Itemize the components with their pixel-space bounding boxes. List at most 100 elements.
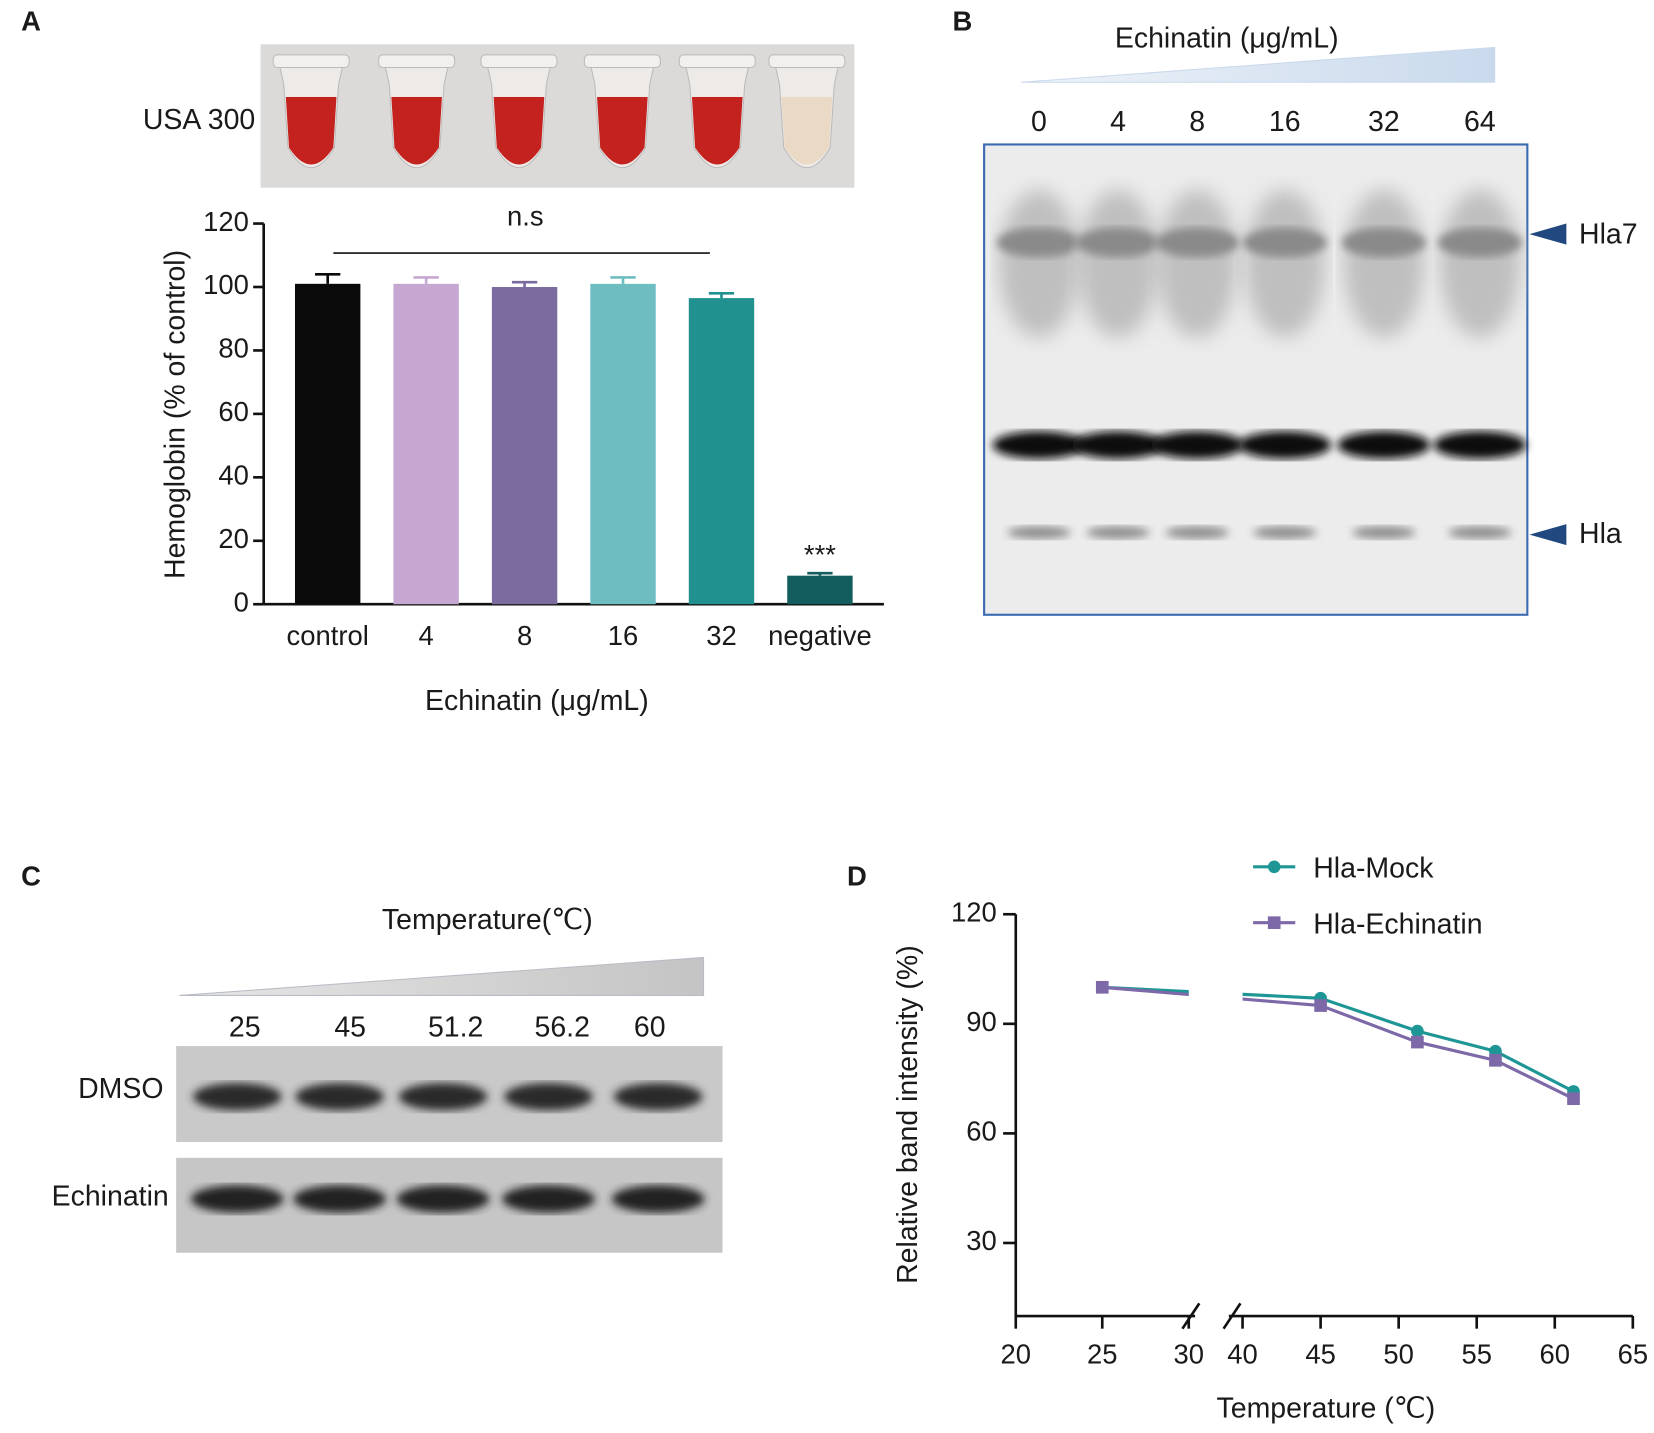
y-tick-label: 0 — [234, 586, 249, 617]
marker — [1411, 1024, 1424, 1038]
axis-break — [1181, 1302, 1201, 1330]
band — [1075, 227, 1161, 258]
band — [193, 1082, 282, 1111]
band-smear — [1343, 189, 1424, 338]
charts: 0 20 40 60 80 100 120 control 4 8 16 32 negative n.s *… — [160, 201, 1648, 1425]
lane-label: 56.2 — [534, 1012, 589, 1044]
band — [1155, 227, 1240, 258]
y-axis-label: Hemoglobin (% of control) — [160, 250, 192, 579]
blot-title: Echinatin (μg/mL) — [1115, 23, 1339, 55]
x-tick-label: 4 — [419, 620, 434, 651]
lane-label: 32 — [1368, 106, 1400, 138]
band-label: Hla7 — [1579, 219, 1638, 251]
tube-cap — [768, 54, 846, 69]
legend-label: Hla-Mock — [1313, 852, 1434, 884]
panel-label: D — [847, 861, 867, 892]
band — [992, 431, 1086, 459]
tube-liquid — [391, 97, 442, 165]
band — [1352, 526, 1416, 539]
gradient-wedge — [179, 956, 705, 996]
bar — [688, 298, 755, 605]
band-smear — [998, 189, 1080, 338]
row-label: DMSO — [78, 1073, 163, 1105]
band-smear — [1078, 189, 1159, 338]
arrow — [1529, 223, 1567, 245]
lane-label: 51.2 — [428, 1012, 483, 1044]
marker — [1489, 1054, 1502, 1067]
y-tick-label: 100 — [203, 269, 249, 300]
bar — [590, 283, 656, 605]
y-tick-label: 120 — [951, 897, 997, 928]
tube-cap — [378, 54, 456, 69]
tube-cap — [583, 54, 661, 69]
x-tick-label: 30 — [1174, 1338, 1204, 1369]
tube-liquid — [597, 97, 648, 165]
band — [293, 1185, 387, 1213]
band — [396, 1185, 490, 1213]
lane-label: 8 — [1189, 106, 1205, 138]
row-label: Echinatin — [52, 1180, 169, 1212]
blot-b-bands — [992, 189, 1527, 539]
marker — [1314, 999, 1327, 1012]
x-tick-label: 16 — [608, 620, 638, 651]
figure-body: A B C D USA 300 Echinatin (μg/mL) Hla7 H… — [21, 5, 1648, 1424]
bar — [294, 283, 361, 605]
x-axis-label: Echinatin (μg/mL) — [425, 685, 649, 717]
y-tick-label: 20 — [218, 523, 248, 554]
x-tick-label: 32 — [706, 620, 736, 651]
tube-label: USA 300 — [143, 104, 255, 136]
tube-cap — [272, 54, 350, 69]
tube-liquid — [691, 97, 743, 165]
band — [1165, 526, 1229, 539]
gradient-wedge — [1021, 46, 1496, 83]
marker — [1095, 980, 1109, 994]
band — [996, 227, 1082, 258]
x-tick-label: 25 — [1087, 1338, 1117, 1369]
band — [190, 1185, 284, 1213]
x-tick-label: 8 — [517, 620, 532, 651]
legend-label: Hla-Echinatin — [1313, 908, 1482, 940]
band-smear — [1157, 189, 1238, 338]
band — [1448, 526, 1512, 539]
lane-label: 0 — [1031, 106, 1047, 138]
x-axis-label: Temperature (℃) — [1217, 1392, 1436, 1424]
band-smear — [1439, 189, 1520, 338]
band — [1086, 526, 1150, 539]
y-tick-label: 80 — [218, 333, 248, 364]
band — [504, 1082, 593, 1111]
tube-cap — [678, 54, 756, 69]
bar — [491, 286, 558, 605]
bar — [787, 575, 853, 605]
band — [1071, 431, 1165, 459]
x-tick-label: 45 — [1305, 1338, 1335, 1369]
tube-liquid — [493, 97, 545, 165]
band — [1238, 431, 1332, 459]
y-axis-label: Relative band intensity (%) — [892, 945, 924, 1284]
panel-label: B — [952, 5, 972, 36]
x-tick-label: control — [287, 620, 369, 651]
panel-label: A — [21, 5, 41, 36]
annotation: n.s — [507, 201, 544, 232]
x-tick-label: 65 — [1618, 1338, 1648, 1369]
y-tick-label: 40 — [218, 460, 248, 491]
band-smear — [1244, 189, 1325, 338]
band — [1253, 526, 1317, 539]
tube-liquid — [781, 97, 833, 165]
y-tick-label: 60 — [218, 396, 248, 427]
band — [1341, 227, 1427, 258]
band-label: Hla — [1579, 518, 1622, 550]
band — [611, 1185, 705, 1213]
lane-label: 4 — [1110, 106, 1126, 138]
gel-title: Temperature(℃) — [382, 904, 593, 936]
band — [1150, 431, 1244, 459]
lane-label: 16 — [1269, 106, 1301, 138]
bar — [393, 283, 459, 605]
tube-liquid — [285, 97, 337, 165]
band — [1242, 227, 1327, 258]
band — [1433, 431, 1527, 459]
panel-label: C — [21, 861, 41, 892]
band — [1007, 526, 1071, 539]
band — [1337, 431, 1431, 459]
lane-label: 60 — [634, 1012, 666, 1044]
